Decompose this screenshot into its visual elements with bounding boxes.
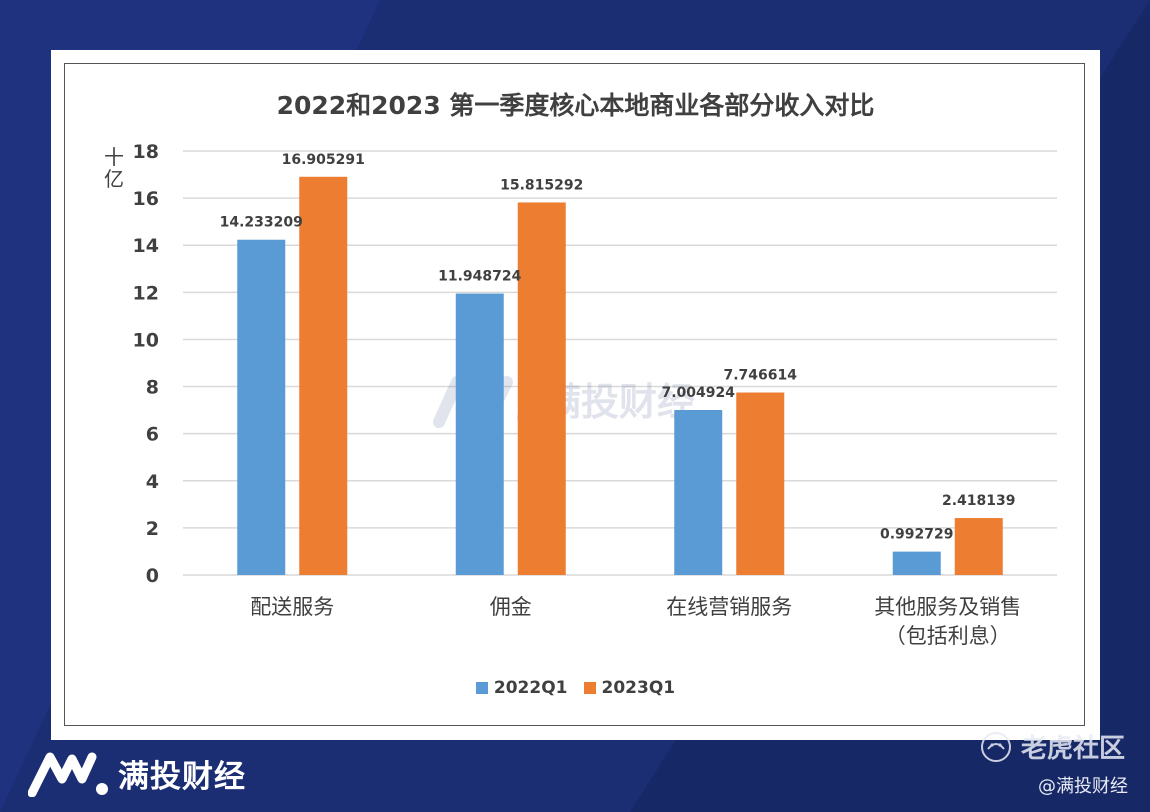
community-watermark: 老虎社区 — [979, 728, 1125, 765]
x-category-label: 佣金 — [490, 595, 532, 619]
bar-chart: 满投财经 14.233209 16.905291 11.948724 15.81529… — [133, 141, 1057, 648]
bar-2023Q1-3 — [954, 518, 1003, 575]
x-category-label: 配送服务 — [250, 595, 334, 619]
x-category-label: 其他服务及销售 — [874, 595, 1021, 619]
bar-2023Q1-0 — [299, 176, 348, 575]
bar-2022Q1-0 — [237, 239, 286, 575]
data-label: 11.948724 — [438, 269, 522, 285]
data-label: 15.815292 — [500, 177, 583, 193]
y-tick-label: 14 — [133, 235, 159, 257]
watermark-text: 满投财经 — [543, 380, 695, 424]
chart-title: 2022和2023 第一季度核心本地商业各部分收入对比 — [276, 91, 875, 120]
legend-swatch — [583, 682, 596, 694]
x-category-label: 在线营销服务 — [666, 595, 792, 619]
legend-label: 2022Q1 — [493, 678, 568, 698]
bar-2023Q1-1 — [517, 202, 566, 575]
y-axis-unit-label: 十亿 — [104, 145, 124, 191]
community-name: 老虎社区 — [1020, 734, 1125, 764]
bar-2023Q1-2 — [736, 392, 785, 575]
author-handle: @满投财经 — [1038, 776, 1128, 797]
chart-panel: 满投财经 14.233209 16.905291 11.948724 15.81529… — [51, 50, 1100, 740]
data-label: 0.992729 — [880, 527, 954, 543]
bar-2022Q1-2 — [674, 409, 723, 575]
y-tick-label: 2 — [146, 518, 159, 540]
legend-label: 2023Q1 — [601, 678, 676, 698]
brand-footer: 满投财经 — [28, 748, 246, 798]
y-tick-label: 10 — [133, 329, 159, 351]
data-label: 7.004924 — [661, 385, 735, 401]
y-tick-label: 0 — [146, 565, 159, 587]
y-tick-label: 8 — [146, 377, 159, 399]
y-tick-label: 18 — [133, 141, 159, 163]
chart-frame — [64, 63, 1085, 726]
x-category-label: （包括利息） — [885, 624, 1011, 648]
y-tick-label: 12 — [133, 282, 159, 304]
chart-legend: 2022Q1 2023Q1 — [51, 678, 1100, 699]
legend-item-2022Q1: 2022Q1 — [475, 678, 568, 698]
brand-name: 满投财经 — [118, 758, 246, 795]
brand-logo-icon — [28, 752, 108, 797]
y-tick-label: 6 — [146, 424, 159, 446]
tiger-logo-icon — [980, 731, 1011, 762]
data-label: 2.418139 — [942, 493, 1016, 509]
y-tick-label: 16 — [133, 188, 159, 210]
data-label: 16.905291 — [282, 152, 365, 168]
legend-swatch — [475, 682, 488, 694]
legend-item-2023Q1: 2023Q1 — [583, 678, 676, 698]
data-label: 7.746614 — [723, 368, 797, 384]
bar-2022Q1-1 — [455, 293, 504, 575]
bar-2022Q1-3 — [892, 551, 941, 575]
data-label: 14.233209 — [220, 215, 303, 231]
y-tick-label: 4 — [146, 471, 159, 493]
